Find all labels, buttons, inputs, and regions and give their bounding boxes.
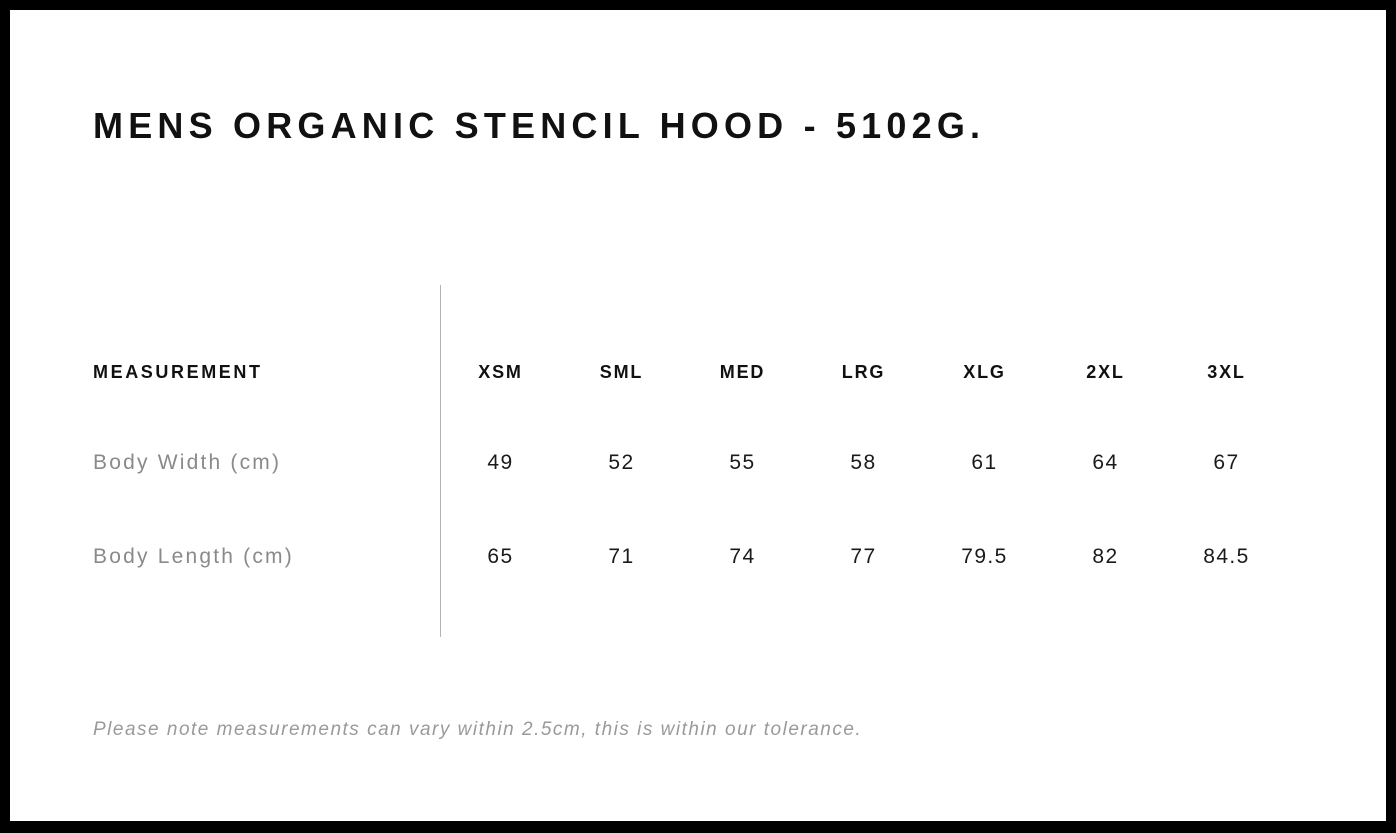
table-row: Body Length (cm) 65 71 74 77 79.5 82 84.… [10,537,1386,577]
size-header-3xl: 3XL [1207,362,1246,382]
cell-body-length-med: 74 [729,545,756,568]
cell-body-width-xlg: 61 [971,451,998,474]
size-header-xsm: XSM [478,362,523,382]
measurement-column-header: MEASUREMENT [93,362,263,382]
table-row: Body Width (cm) 49 52 55 58 61 64 67 [10,443,1386,483]
cell-body-width-med: 55 [729,451,756,474]
table-column-divider [440,285,441,637]
cell-body-length-lrg: 77 [850,545,877,568]
cell-body-width-xsm: 49 [487,451,514,474]
cell-body-width-3xl: 67 [1213,451,1240,474]
size-header-sml: SML [599,362,644,382]
size-header-lrg: LRG [841,362,886,382]
tolerance-footnote: Please note measurements can vary within… [93,719,863,740]
size-header-xlg: XLG [963,362,1006,382]
row-values-body-length: 65 71 74 77 79.5 82 84.5 [440,537,1287,577]
cell-body-length-xsm: 65 [487,545,514,568]
cell-body-width-lrg: 58 [850,451,877,474]
size-chart-card: MENS ORGANIC STENCIL HOOD - 5102G. MEASU… [10,10,1386,821]
size-header-2xl: 2XL [1086,362,1125,382]
size-header-cells: XSM SML MED LRG XLG 2XL 3XL [440,352,1287,392]
cell-body-length-xlg: 79.5 [961,545,1008,568]
cell-body-width-2xl: 64 [1092,451,1119,474]
size-chart-table: MEASUREMENT XSM SML MED LRG XLG 2XL 3XL … [10,10,1386,821]
cell-body-length-2xl: 82 [1092,545,1119,568]
row-label-body-length: Body Length (cm) [93,545,294,568]
cell-body-length-3xl: 84.5 [1203,545,1250,568]
cell-body-length-sml: 71 [608,545,635,568]
size-header-med: MED [719,362,766,382]
row-values-body-width: 49 52 55 58 61 64 67 [440,443,1287,483]
cell-body-width-sml: 52 [608,451,635,474]
table-header-row: MEASUREMENT XSM SML MED LRG XLG 2XL 3XL [10,352,1386,392]
page-title: MENS ORGANIC STENCIL HOOD - 5102G. [93,105,986,146]
row-label-body-width: Body Width (cm) [93,451,282,474]
